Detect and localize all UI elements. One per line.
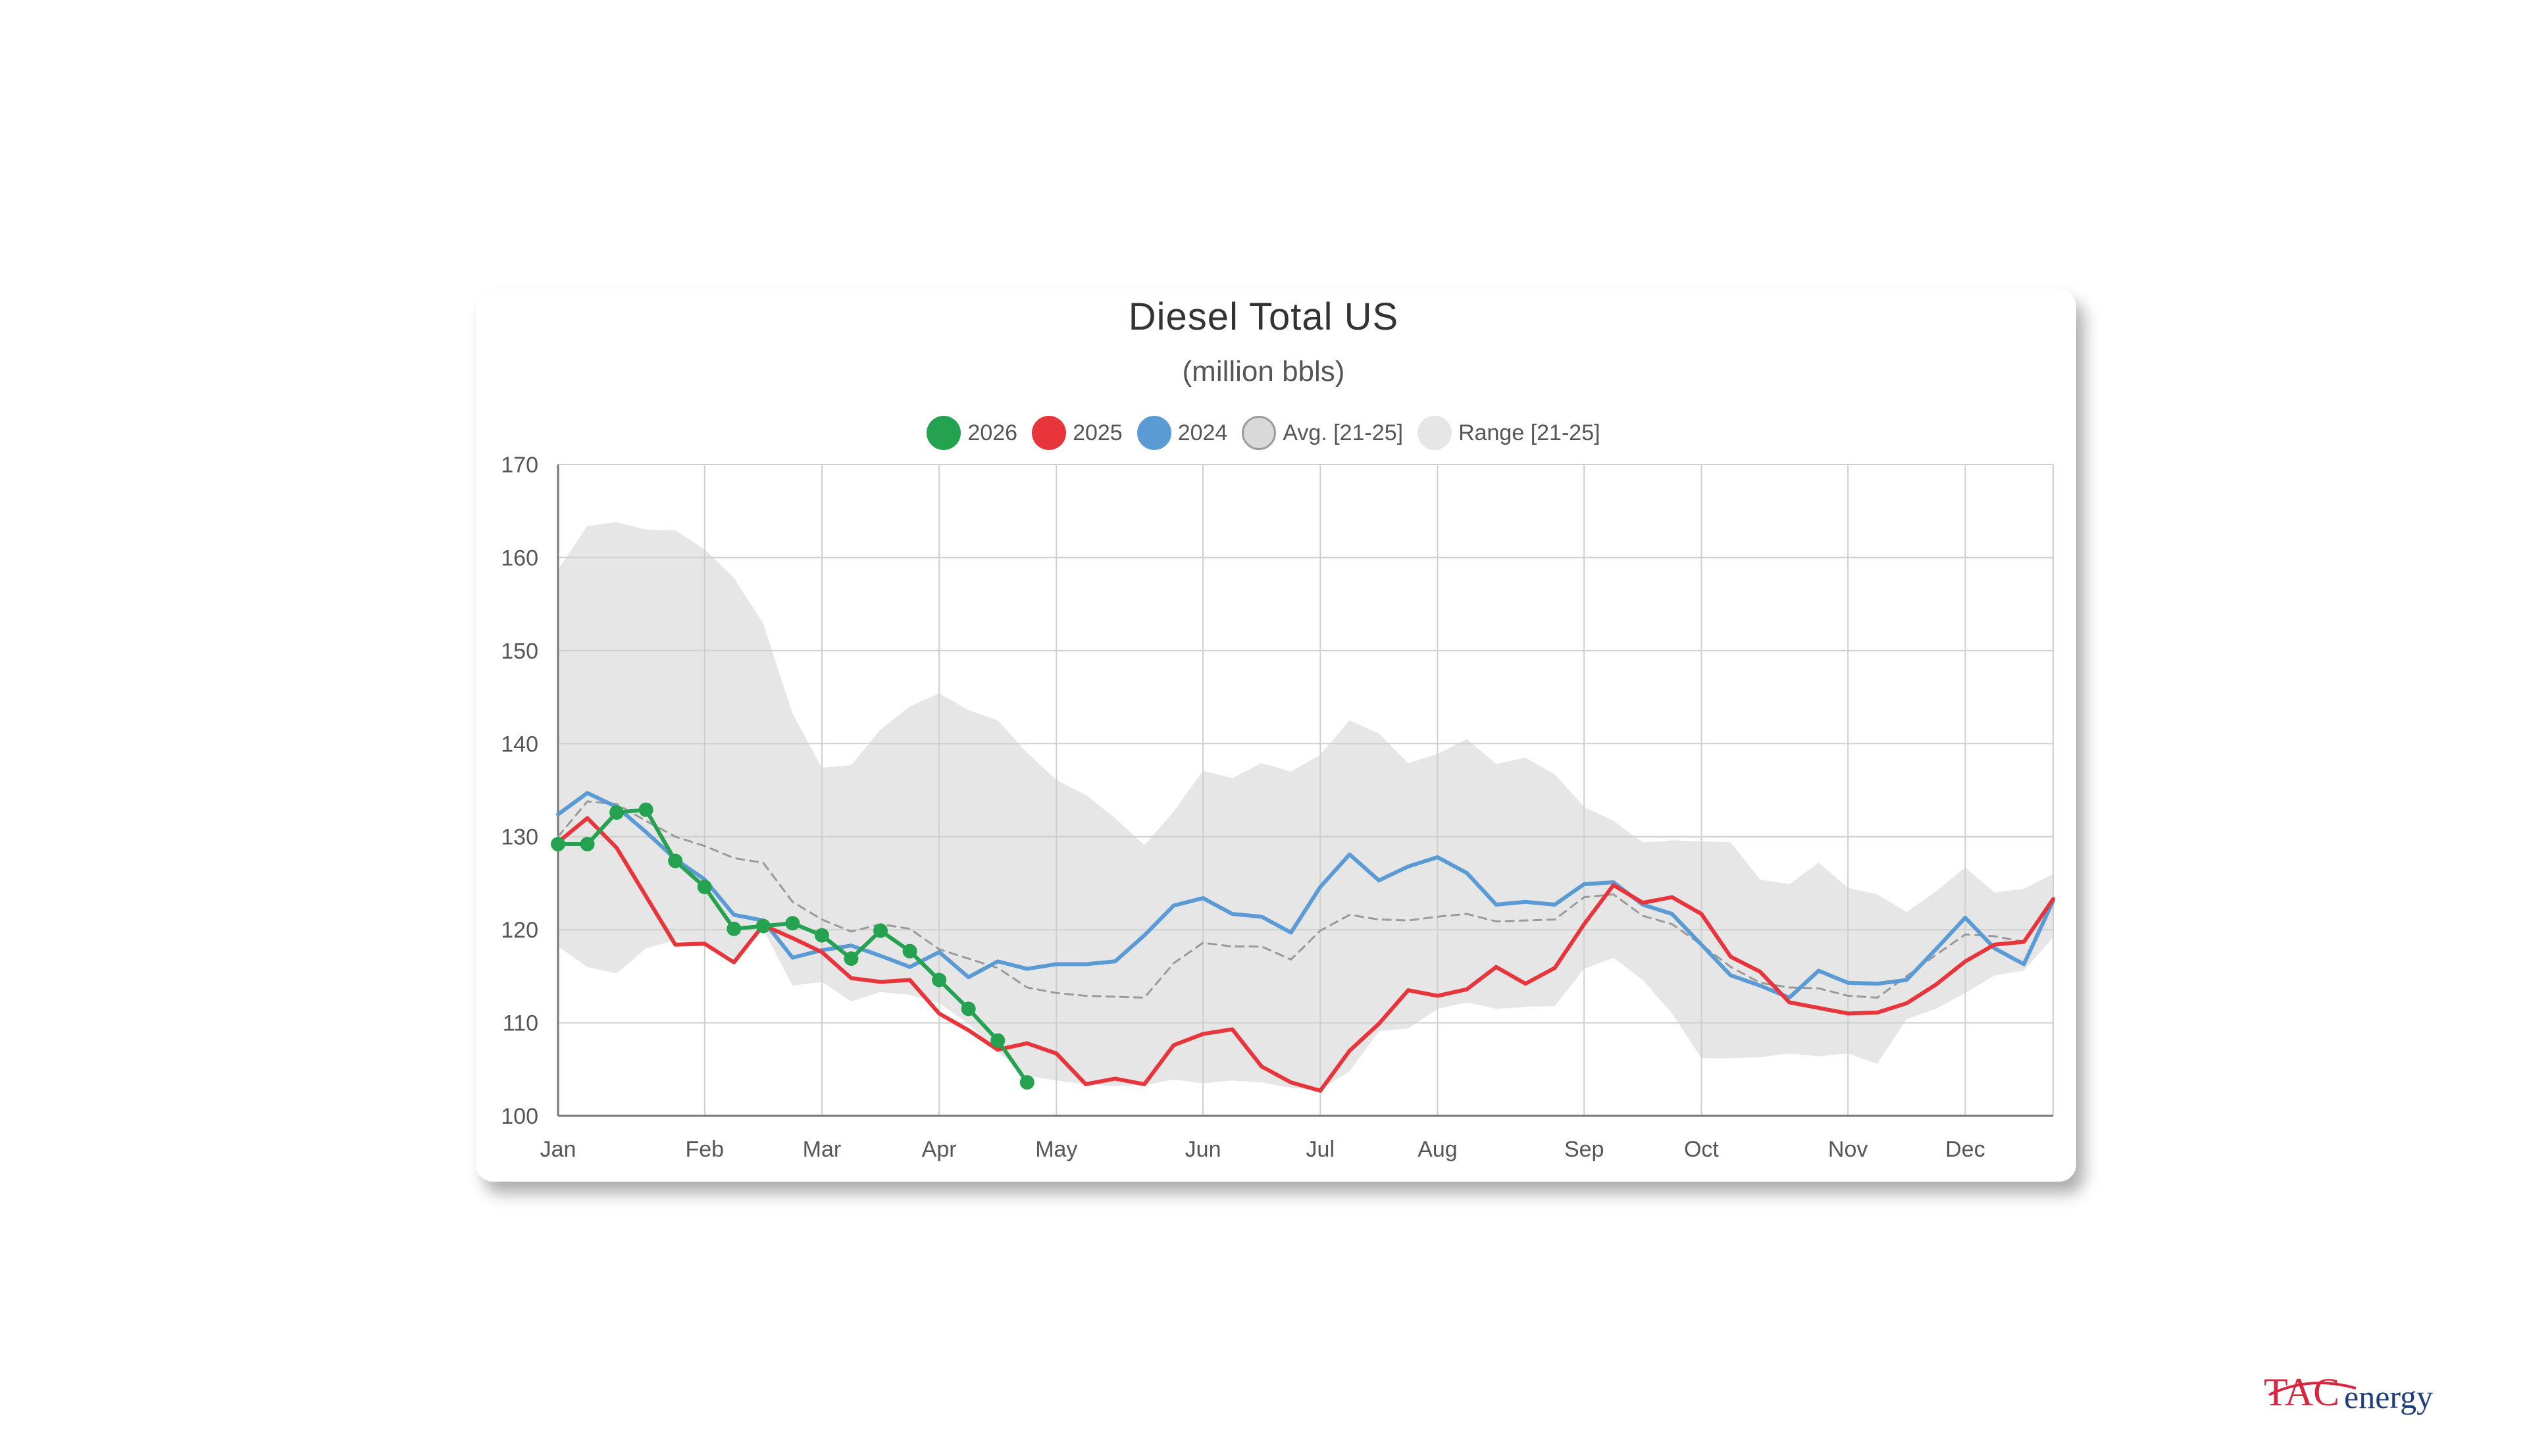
- x-tick-label-feb: Feb: [685, 1137, 724, 1162]
- x-tick-label-jul: Jul: [1306, 1137, 1335, 1162]
- series-point-2026-5: [668, 853, 683, 868]
- series-point-2026-9: [785, 916, 800, 931]
- x-tick-label-oct: Oct: [1684, 1137, 1719, 1162]
- series-point-2026-16: [990, 1033, 1006, 1048]
- legend-label-avg: Avg. [21-25]: [1283, 420, 1404, 445]
- series-point-2026-10: [814, 928, 829, 943]
- range-band: [558, 522, 2053, 1090]
- series-point-2026-6: [697, 880, 712, 895]
- series-point-2026-13: [902, 943, 917, 959]
- y-tick-label-100: 100: [501, 1104, 538, 1129]
- legend-label-2025: 2025: [1073, 420, 1123, 445]
- y-tick-label-160: 160: [501, 545, 538, 570]
- series-line-2024: [556, 791, 2055, 1000]
- series-point-2026-12: [873, 923, 888, 938]
- chart-subtitle: (million bbls): [1182, 355, 1345, 388]
- x-tick-label-dec: Dec: [1945, 1137, 1985, 1162]
- y-tick-label-150: 150: [501, 639, 538, 664]
- series-point-2026-2: [580, 837, 595, 852]
- y-tick-label-120: 120: [501, 918, 538, 943]
- legend-item-range[interactable]: Range [21-25]: [1417, 416, 1600, 450]
- legend-swatch-2026: [927, 416, 961, 450]
- series-line-2025: [556, 816, 2055, 1093]
- y-tick-label-130: 130: [501, 825, 538, 850]
- legend-item-2026[interactable]: 2026: [927, 416, 1017, 450]
- series-point-2026-15: [961, 1001, 976, 1017]
- y-tick-label-110: 110: [503, 1011, 538, 1036]
- series-point-2026-4: [638, 802, 653, 817]
- series-point-2026-7: [727, 921, 742, 936]
- legend-label-range: Range [21-25]: [1458, 420, 1600, 445]
- series-line-avg-21-25: [557, 800, 2055, 999]
- legend-item-2025[interactable]: 2025: [1032, 416, 1123, 450]
- x-tick-label-nov: Nov: [1828, 1137, 1868, 1162]
- legend-item-2024[interactable]: 2024: [1136, 416, 1228, 450]
- x-tick-label-mar: Mar: [803, 1137, 842, 1162]
- series-point-2026-8: [755, 918, 771, 934]
- logo-swoosh: [2268, 1382, 2357, 1396]
- series-point-2026-14: [932, 972, 947, 988]
- series-point-2026-1: [551, 837, 565, 852]
- legend-swatch-2024: [1136, 416, 1171, 450]
- legend-swatch-avg: [1242, 416, 1277, 450]
- legend-item-avg[interactable]: Avg. [21-25]: [1242, 416, 1403, 450]
- series-point-2026-3: [609, 805, 625, 820]
- x-tick-label-aug: Aug: [1417, 1137, 1458, 1162]
- x-tick-label-jan: Jan: [540, 1137, 576, 1162]
- legend-label-2026: 2026: [967, 420, 1018, 445]
- x-tick-label-sep: Sep: [1564, 1137, 1604, 1162]
- y-tick-label-170: 170: [501, 453, 538, 478]
- x-tick-label-jun: Jun: [1185, 1137, 1221, 1162]
- legend: 2026 2025 2024 Avg. [21-25] Range [21-25…: [0, 414, 2527, 451]
- y-tick-label-140: 140: [501, 732, 538, 757]
- legend-swatch-2025: [1032, 416, 1067, 450]
- x-tick-label-may: May: [1035, 1137, 1077, 1162]
- legend-swatch-range: [1417, 416, 1452, 450]
- series-point-2026-17: [1019, 1075, 1034, 1090]
- chart-title: Diesel Total US: [1128, 295, 1399, 338]
- series-point-2026-11: [844, 951, 859, 966]
- x-tick-label-apr: Apr: [922, 1137, 957, 1162]
- legend-label-2024: 2024: [1177, 420, 1228, 445]
- tac-energy-logo: TAC energy: [2264, 1370, 2433, 1415]
- logo-energy-text: energy: [2344, 1378, 2433, 1415]
